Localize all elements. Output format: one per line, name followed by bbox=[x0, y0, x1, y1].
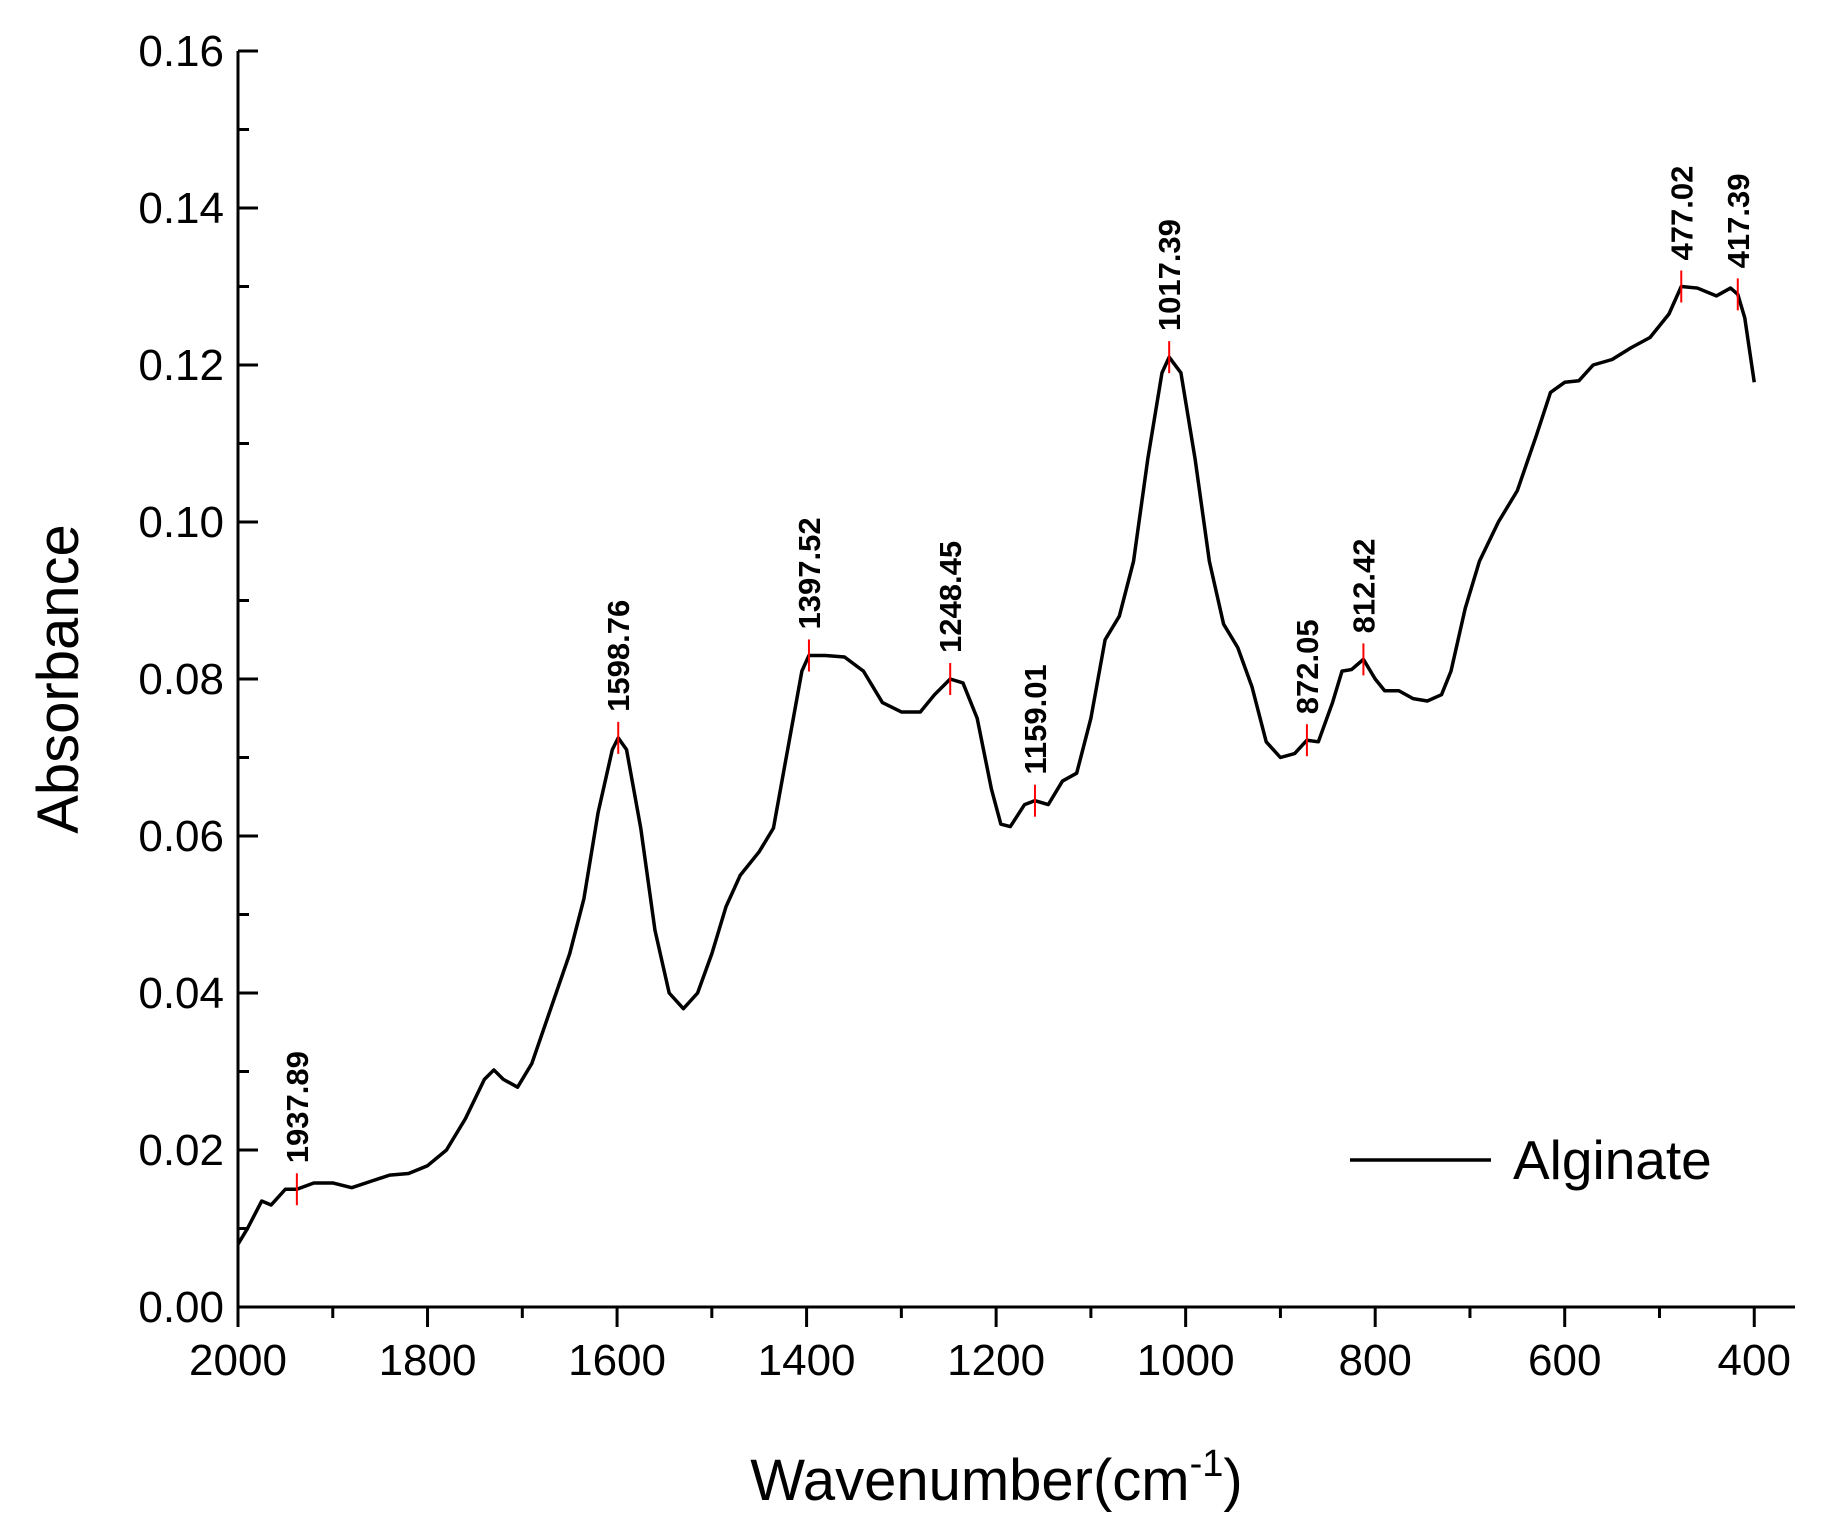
x-axis-title-sup: -1 bbox=[1190, 1443, 1224, 1485]
peak-label: 1248.45 bbox=[933, 541, 968, 653]
y-axis-title: Absorbance bbox=[26, 524, 91, 834]
peak-label: 812.42 bbox=[1346, 539, 1381, 634]
x-tick-label: 800 bbox=[1338, 1336, 1411, 1385]
peak-label: 1397.52 bbox=[792, 517, 827, 629]
peak-label: 1159.01 bbox=[1018, 664, 1053, 774]
x-tick-label: 400 bbox=[1718, 1336, 1791, 1385]
x-tick-label: 2000 bbox=[189, 1336, 287, 1385]
peak-label: 417.39 bbox=[1721, 174, 1756, 269]
y-tick-label: 0.10 bbox=[138, 498, 224, 547]
y-tick-label: 0.04 bbox=[138, 969, 224, 1018]
peak-label: 872.05 bbox=[1290, 619, 1325, 714]
x-tick-label: 1600 bbox=[568, 1336, 666, 1385]
y-tick-label: 0.08 bbox=[138, 655, 224, 704]
x-tick-label: 1800 bbox=[379, 1336, 477, 1385]
y-tick-label: 0.16 bbox=[138, 27, 224, 76]
data-line bbox=[236, 284, 1756, 1246]
x-axis-title: Wavenumber(cm-1) bbox=[750, 1443, 1243, 1513]
x-axis-title-suffix: ) bbox=[1223, 1448, 1242, 1513]
x-tick-label: 1400 bbox=[758, 1336, 856, 1385]
y-tick-label: 0.14 bbox=[138, 184, 224, 233]
x-tick-label: 1200 bbox=[947, 1336, 1045, 1385]
peak-label: 1937.89 bbox=[280, 1051, 315, 1163]
x-tick-label: 600 bbox=[1528, 1336, 1601, 1385]
y-tick-label: 0.02 bbox=[138, 1126, 224, 1175]
legend-label: Alginate bbox=[1513, 1129, 1712, 1191]
peak-label: 1598.76 bbox=[601, 600, 636, 712]
y-tick-label: 0.12 bbox=[138, 341, 224, 390]
x-axis-title-text: Wavenumber(cm bbox=[750, 1448, 1189, 1513]
y-tick-label: 0.06 bbox=[138, 812, 224, 861]
peak-label: 1017.39 bbox=[1152, 219, 1187, 331]
y-tick-label: 0.00 bbox=[138, 1283, 224, 1332]
x-tick-label: 1000 bbox=[1137, 1336, 1235, 1385]
peak-label: 477.02 bbox=[1664, 166, 1699, 261]
